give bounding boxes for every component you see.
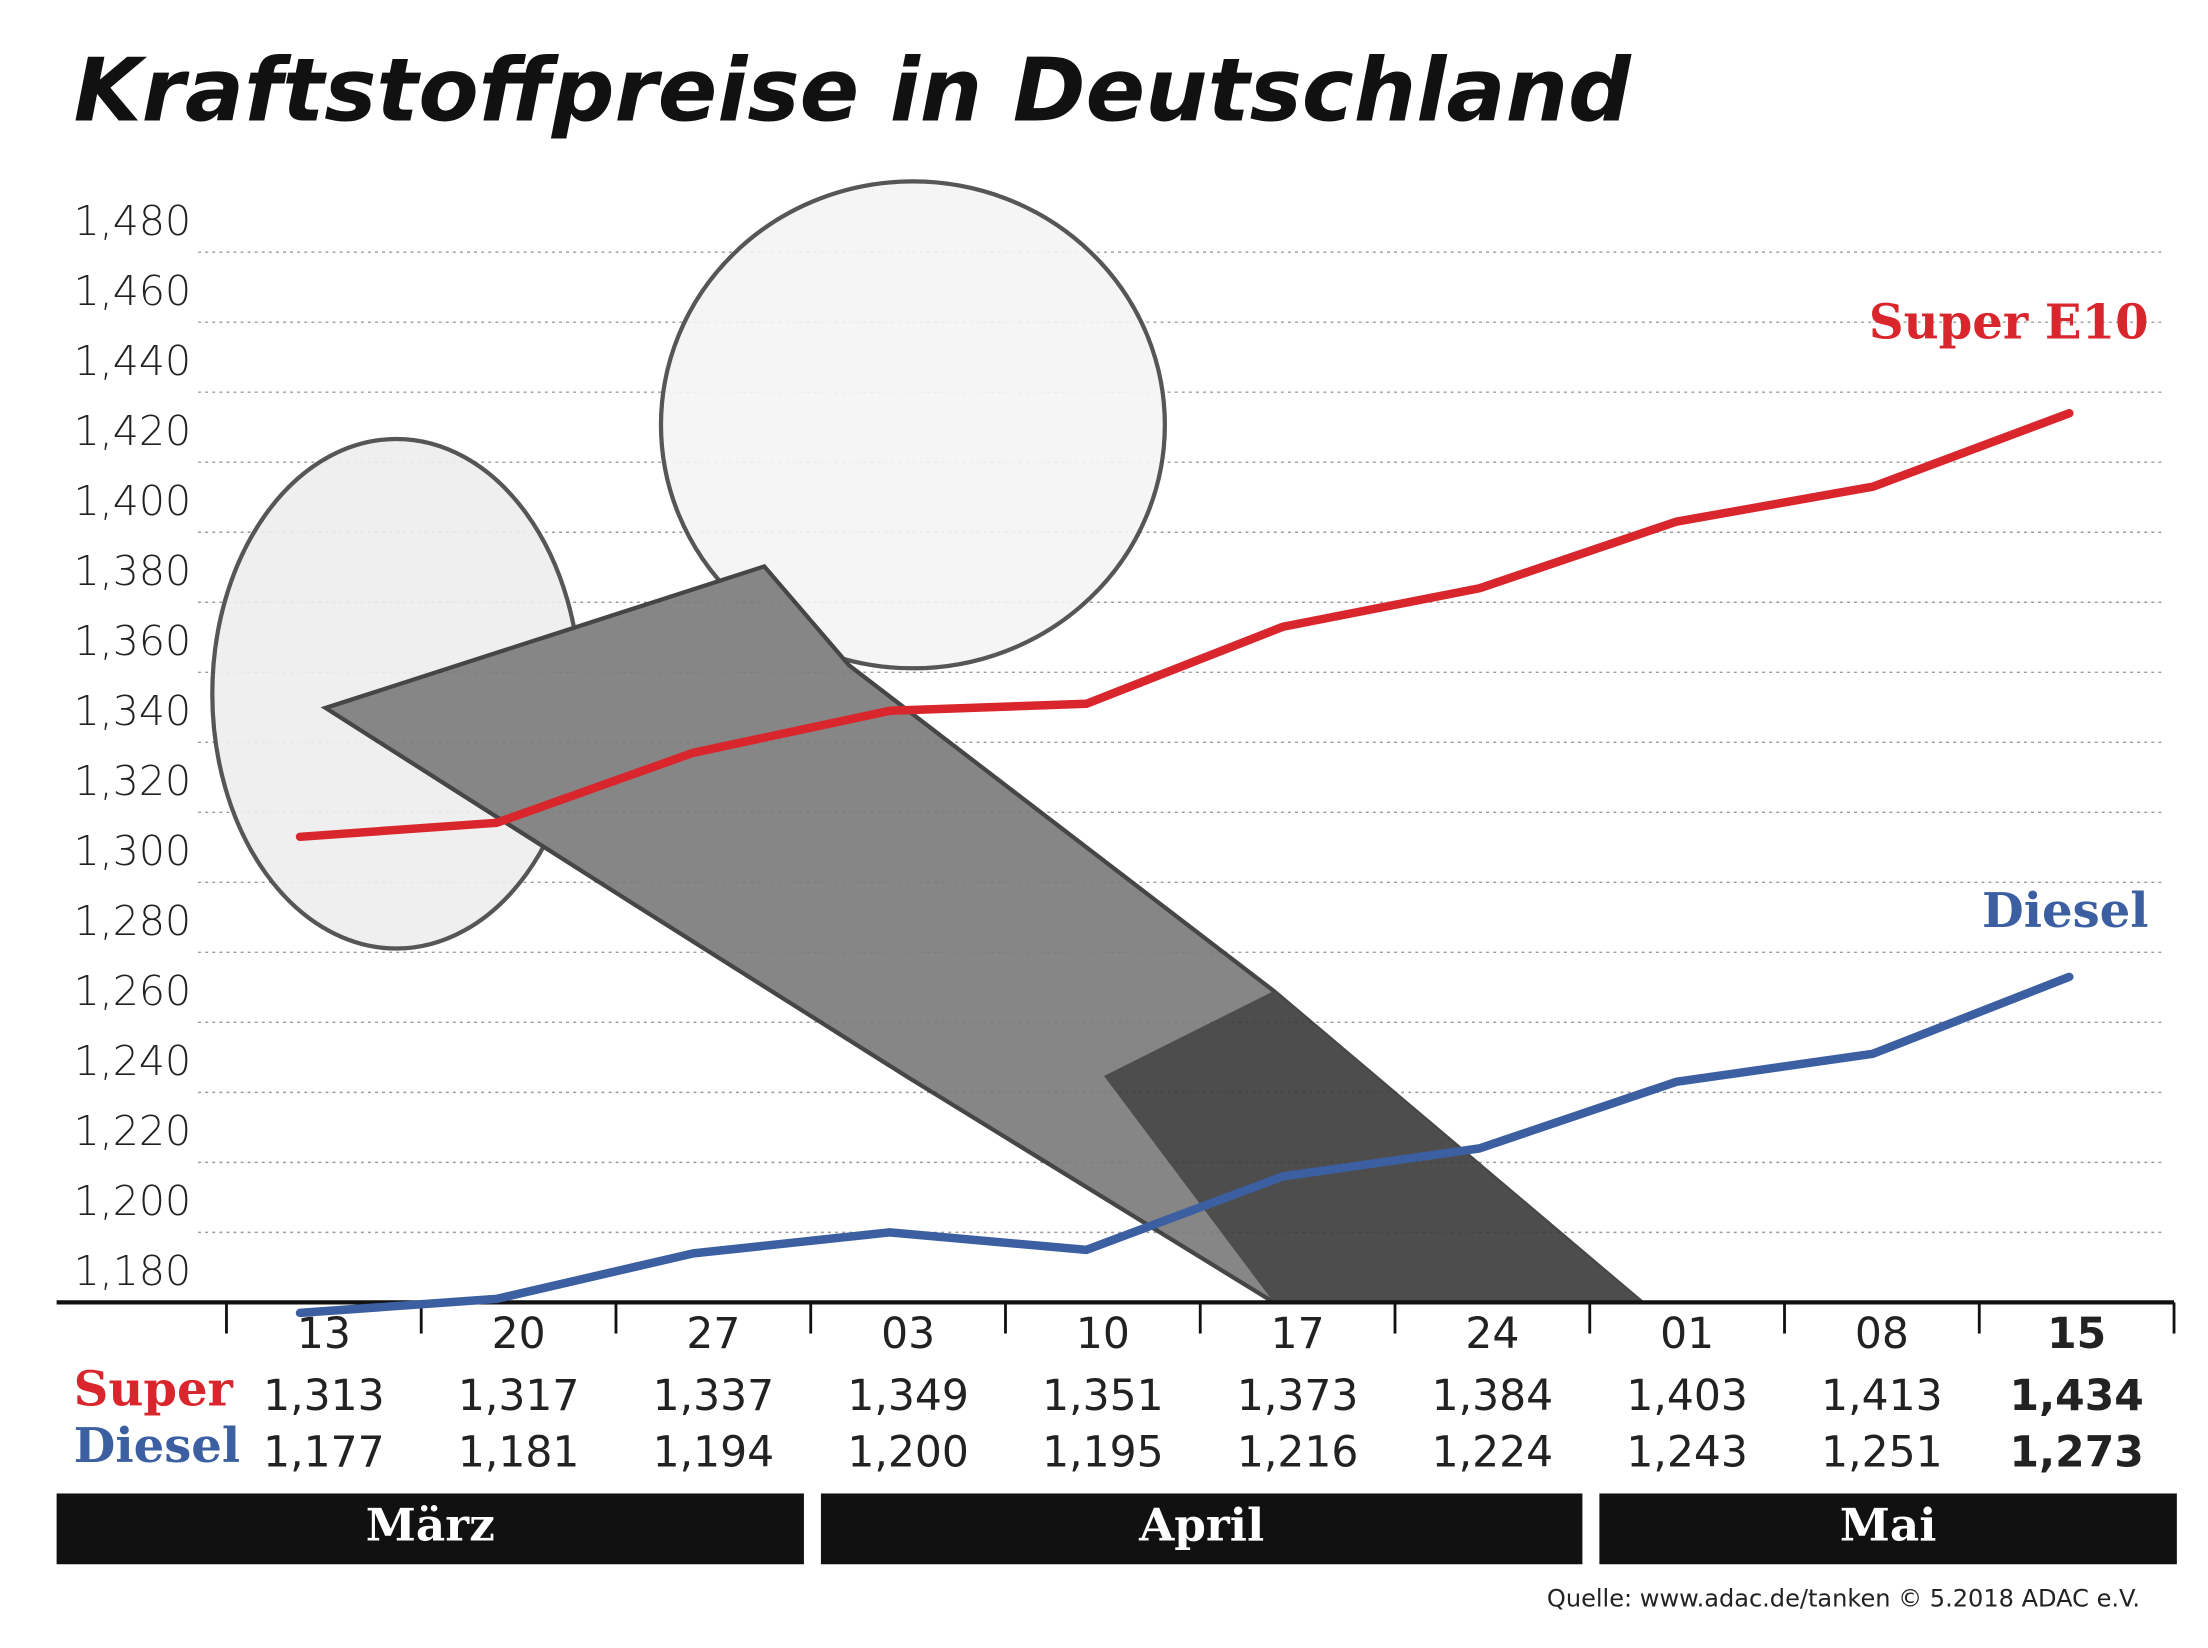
- y-tick-label: 1,340: [74, 687, 191, 735]
- source: Quelle: www.adac.de/tanken © 5.2018 ADAC…: [1547, 1585, 2140, 1613]
- y-tick-label: 1,260: [74, 967, 191, 1015]
- series-label: Super E10: [1869, 294, 2149, 350]
- value-label: 1,351: [1042, 1372, 1164, 1421]
- value-label: 1,434: [2010, 1372, 2144, 1421]
- x-tick-label: 13: [297, 1310, 351, 1359]
- value-label: 1,337: [653, 1372, 775, 1421]
- value-label: 1,224: [1432, 1429, 1554, 1478]
- value-label: 1,200: [847, 1429, 969, 1478]
- fuel-cap: [658, 179, 1167, 671]
- series-label: Diesel: [1982, 883, 2149, 939]
- y-tick-label: 1,460: [74, 267, 191, 315]
- y-tick-label: 1,300: [74, 827, 191, 875]
- month-bar: [56, 1493, 804, 1565]
- chart-title: Kraftstoffpreise in Deutschland: [74, 39, 1632, 141]
- value-label: 1,243: [1626, 1429, 1748, 1478]
- x-tick-label: 01: [1660, 1310, 1714, 1359]
- value-label: 1,313: [263, 1372, 385, 1421]
- row-label: Diesel: [74, 1418, 241, 1474]
- value-label: 1,384: [1432, 1372, 1554, 1421]
- x-tick-label: 27: [686, 1310, 740, 1359]
- month-label: Mai: [1840, 1497, 1937, 1551]
- value-label: 1,194: [653, 1429, 775, 1478]
- y-tick-label: 1,240: [74, 1037, 191, 1085]
- series-line: [295, 972, 2074, 1318]
- y-tick-label: 1,420: [74, 407, 191, 455]
- month-label: April: [1138, 1497, 1264, 1551]
- row-label: Super: [74, 1361, 234, 1417]
- x-tick-label: 24: [1465, 1310, 1519, 1359]
- value-label: 1,195: [1042, 1429, 1164, 1478]
- value-label: 1,403: [1626, 1372, 1748, 1421]
- month-label: März: [366, 1497, 495, 1551]
- value-label: 1,177: [263, 1429, 385, 1478]
- value-label: 1,349: [847, 1372, 969, 1421]
- x-tick-label: 10: [1076, 1310, 1130, 1359]
- hose: [1104, 991, 1642, 1303]
- y-tick-label: 1,200: [74, 1177, 191, 1225]
- illustration: [210, 179, 1648, 1305]
- value-label: 1,273: [2010, 1429, 2144, 1478]
- x-tick-label: 03: [881, 1310, 935, 1359]
- y-tick-label: 1,380: [74, 547, 191, 595]
- y-tick-label: 1,180: [74, 1247, 191, 1295]
- x-tick-label: 08: [1855, 1310, 1909, 1359]
- y-tick-label: 1,480: [74, 197, 191, 245]
- month-bar: [1599, 1493, 2177, 1565]
- x-tick-label: 20: [492, 1310, 546, 1359]
- series-line: [295, 408, 2074, 842]
- y-tick-label: 1,400: [74, 477, 191, 525]
- value-label: 1,216: [1237, 1429, 1359, 1478]
- y-tick-label: 1,360: [74, 617, 191, 665]
- x-tick-label: 17: [1271, 1310, 1325, 1359]
- x-tick-label: 15: [2047, 1310, 2106, 1359]
- y-tick-label: 1,280: [74, 897, 191, 945]
- value-label: 1,413: [1821, 1372, 1943, 1421]
- y-tick-label: 1,220: [74, 1107, 191, 1155]
- month-bar: [820, 1493, 1583, 1565]
- y-tick-label: 1,320: [74, 757, 191, 805]
- y-tick-label: 1,440: [74, 337, 191, 385]
- value-label: 1,317: [458, 1372, 580, 1421]
- value-label: 1,181: [458, 1429, 580, 1478]
- value-label: 1,373: [1237, 1372, 1359, 1421]
- value-label: 1,251: [1821, 1429, 1943, 1478]
